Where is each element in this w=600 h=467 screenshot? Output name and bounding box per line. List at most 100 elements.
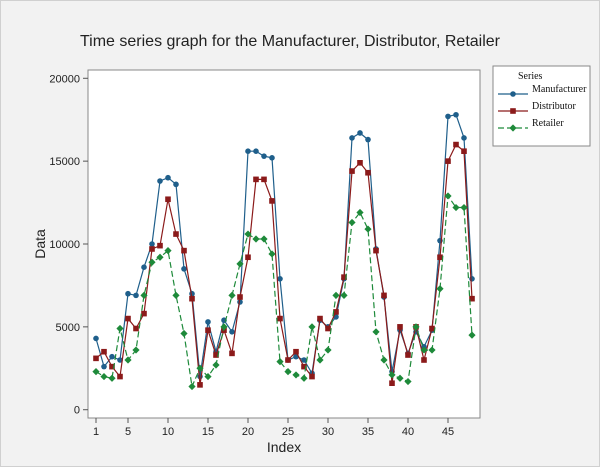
distributor-point [197,382,203,388]
x-tick-label: 15 [202,426,214,438]
y-axis: 0 5000 10000 15000 20000 [49,73,88,417]
retailer-point [236,260,244,268]
distributor-point [253,176,259,183]
distributor-point [141,310,147,317]
retailer-point [92,368,100,376]
distributor-point [397,324,403,330]
retailer-point [372,328,380,336]
distributor-point [149,246,155,252]
x-tick-label: 5 [125,426,131,438]
y-tick-label: 20000 [49,73,80,85]
manufacturer-point [165,174,171,181]
manufacturer-point [173,181,179,188]
manufacturer-point [205,319,211,325]
y-axis-title: Data [32,229,48,259]
retailer-point [116,324,124,333]
distributor-point [117,373,123,380]
legend-marker-manufacturer [510,91,516,97]
distributor-point [125,315,131,322]
distributor-point [325,325,331,332]
distributor-point [277,315,283,322]
series-layer [92,111,476,391]
retailer-point [460,203,468,212]
distributor-point [373,247,379,254]
manufacturer-point [149,241,155,247]
retailer-point [212,361,220,369]
legend-title: Series [518,71,543,82]
manufacturer-point [133,292,139,299]
distributor-point [349,168,355,174]
retailer-point [340,291,348,299]
manufacturer-point [229,329,235,335]
retailer-point [412,323,420,331]
distributor-point [301,363,307,370]
distributor-point [389,380,395,386]
distributor-point [133,325,139,332]
distributor-point [229,350,235,357]
legend-item-distributor: Distributor [498,101,577,114]
manufacturer-point [261,153,267,159]
manufacturer-point [469,276,475,282]
retailer-point [420,346,428,354]
manufacturer-point [301,357,307,363]
distributor-point [269,198,275,204]
legend: Series Manufacturer Distributor Retailer [492,65,591,147]
distributor-point [165,196,171,203]
distributor-point [309,373,315,380]
retailer-point [196,364,204,372]
manufacturer-point [125,290,131,297]
retailer-point [132,346,140,354]
distributor-point [213,352,219,358]
retailer-point [140,291,148,299]
retailer-point [428,346,436,354]
manufacturer-point [117,357,123,363]
retailer-point [172,291,180,299]
manufacturer-point [445,113,451,120]
distributor-point [173,231,179,237]
distributor-point [405,352,411,358]
legend-item-retailer: Retailer [498,118,564,132]
x-axis-title: Index [267,439,301,455]
retailer-point [468,331,476,339]
x-axis: 1 5 10 15 20 25 30 35 40 45 [93,418,454,438]
manufacturer-point [277,276,283,282]
manufacturer-point [101,363,107,370]
retailer-point [188,382,196,391]
retailer-point [388,371,396,379]
manufacturer-point [365,136,371,143]
legend-marker-retailer [509,124,517,132]
distributor-point [453,141,459,148]
chart-title: Time series graph for the Manufacturer, … [80,33,501,50]
legend-label-distributor: Distributor [532,101,577,112]
retailer-point [124,356,132,364]
x-tick-label: 40 [402,426,414,438]
retailer-point [156,253,164,261]
distributor-point [93,355,99,362]
legend-marker-distributor [510,108,516,114]
distributor-point [381,292,387,299]
distributor-point [109,363,115,370]
distributor-point [157,242,163,249]
distributor-point [181,247,187,254]
retailer-point [380,356,388,364]
manufacturer-point [93,335,99,342]
retailer-point [180,329,188,338]
distributor-point [421,357,427,363]
distributor-point [469,295,475,302]
retailer-point [348,218,356,227]
retailer-point [284,368,292,376]
x-tick-label: 20 [242,426,254,438]
retailer-point [444,192,452,200]
distributor-point [365,169,371,176]
legend-box [492,65,591,147]
retailer-point [324,346,332,354]
manufacturer-point [461,135,467,141]
retailer-point [268,250,276,258]
manufacturer-point [157,178,163,184]
retailer-point [364,225,372,233]
manufacturer-point [109,353,115,360]
distributor-point [245,254,251,261]
y-tick-label: 15000 [49,156,80,168]
retailer-point [332,291,340,299]
